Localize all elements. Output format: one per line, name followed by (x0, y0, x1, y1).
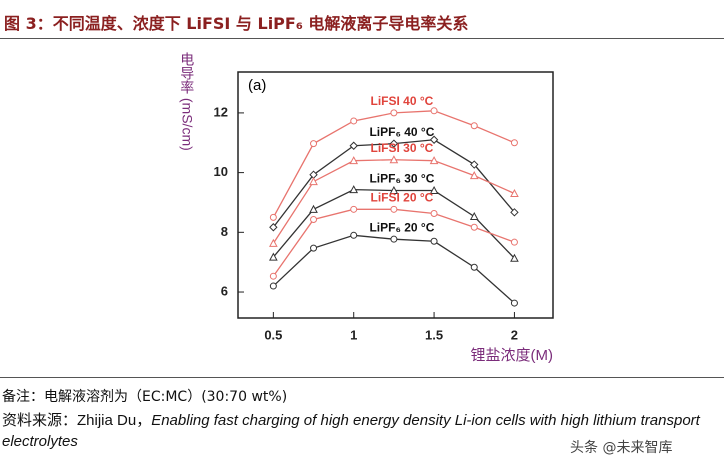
point (350, 205, 358, 213)
point (470, 263, 478, 271)
series-label: LiFSI 20 °C (371, 191, 434, 205)
y-tick-label: 12 (214, 104, 228, 119)
series-label: LiPF₆ 20 °C (369, 220, 434, 234)
point (510, 139, 518, 147)
point (349, 141, 358, 150)
point (269, 223, 278, 232)
point (469, 171, 479, 180)
series-label: LiFSI 40 °C (371, 94, 434, 108)
figure-title: 图 3：不同温度、浓度下 LiFSI 与 LiPF₆ 电解液离子导电率关系 (4, 14, 469, 33)
x-tick-label: 0.5 (264, 327, 282, 342)
point (390, 235, 398, 243)
point (309, 204, 318, 213)
point (309, 177, 318, 186)
point (510, 253, 519, 262)
point (350, 117, 358, 125)
source-author: Zhijia Du， (77, 412, 152, 429)
point (389, 155, 399, 164)
panel-label: (a) (248, 77, 266, 94)
x-tick-label: 1.5 (425, 327, 443, 342)
y-axis-label: 电导率 (mS/cm) (179, 52, 195, 151)
point (269, 252, 278, 261)
point (510, 299, 518, 307)
point (510, 238, 518, 246)
x-axis-label: 锂盐浓度(M) (471, 347, 554, 364)
point (470, 223, 478, 231)
point (390, 109, 398, 117)
chart: (a) 0.5 1 1.5 2 6 8 10 12 电导率 (mS/cm) 锂盐浓度(M) LiFSI… (179, 52, 554, 364)
point (269, 213, 277, 221)
point (390, 205, 398, 213)
point (430, 107, 438, 115)
series-label: LiPF₆ 40 °C (369, 125, 434, 139)
x-tick-label: 1 (350, 327, 357, 342)
point (310, 140, 318, 148)
point (350, 231, 358, 239)
point (510, 188, 519, 198)
y-tick-label: 8 (221, 224, 228, 239)
source: 资料来源：Zhijia Du，Enabling fast charging of… (2, 410, 722, 452)
point (429, 185, 439, 195)
point (389, 185, 399, 195)
point (430, 210, 438, 218)
y-tick-label: 10 (214, 164, 228, 179)
source-label: 资料来源： (2, 412, 78, 429)
point (429, 156, 439, 165)
point (310, 244, 318, 252)
point (469, 211, 479, 220)
point (510, 208, 519, 217)
point (470, 160, 479, 169)
point (349, 156, 359, 165)
point (389, 139, 399, 148)
point (430, 237, 438, 245)
point (470, 122, 478, 130)
point (269, 238, 278, 247)
series-label: LiFSI 30 °C (371, 141, 434, 155)
x-tick-label: 2 (511, 327, 518, 342)
series-label: LiPF₆ 30 °C (369, 172, 434, 186)
watermark: 头条 @未来智库 (570, 440, 673, 456)
notes-rule (0, 377, 724, 378)
point (310, 215, 318, 223)
remark: 备注：电解液溶剂为（EC:MC）(30:70 wt%) (2, 389, 288, 405)
point (349, 185, 359, 194)
point (269, 272, 277, 280)
point (429, 135, 439, 144)
source-title: Enabling fast charging of high energy de… (2, 412, 700, 450)
y-tick-label: 6 (221, 283, 228, 298)
title-rule (0, 38, 724, 39)
point (269, 282, 277, 290)
